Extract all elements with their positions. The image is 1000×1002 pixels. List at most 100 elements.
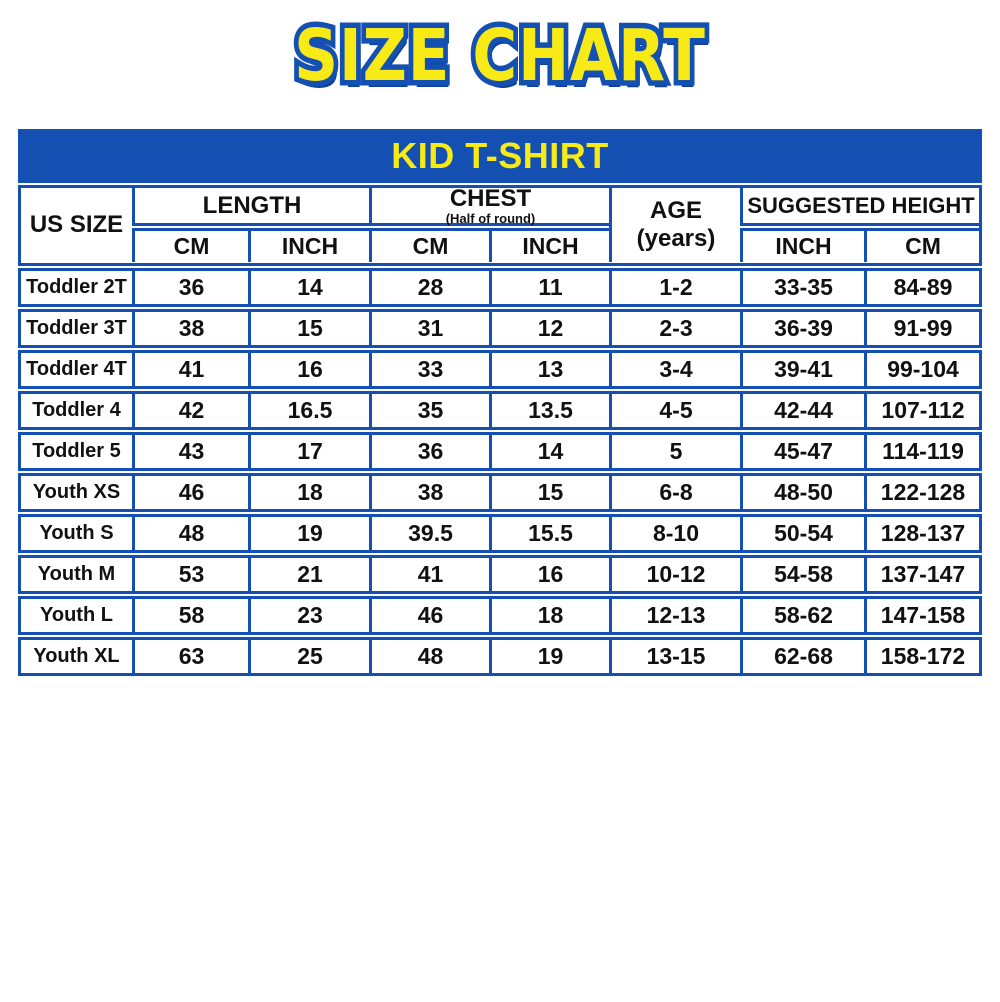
cell-chest-inch: 15.5 [489, 517, 609, 550]
cell-height-cm: 158-172 [864, 640, 979, 673]
cell-length-cm: 42 [132, 394, 248, 427]
header-length-inch: INCH [248, 228, 369, 262]
cell-us-size: Toddler 3T [26, 317, 127, 339]
cell-height-inch: 39-41 [740, 353, 864, 386]
cell-length-cm: 58 [132, 599, 248, 632]
cell-age: 5 [609, 435, 740, 468]
cell-us-size: Toddler 2T [26, 276, 127, 298]
cell-height-cm: 147-158 [864, 599, 979, 632]
cell-height-inch: 48-50 [740, 476, 864, 509]
cell-age: 1-2 [609, 271, 740, 304]
cell-age: 4-5 [609, 394, 740, 427]
cell-length-inch: 17 [248, 435, 369, 468]
cell-length-cm: 36 [132, 271, 248, 304]
size-chart-table: KID T-SHIRT US SIZE LENGTH CHEST (Half o… [18, 129, 982, 676]
table-row: Toddler 5 43 17 36 14 5 45-47 114-119 [18, 432, 982, 471]
cell-chest-cm: 28 [369, 271, 489, 304]
cell-chest-inch: 15 [489, 476, 609, 509]
cell-chest-inch: 19 [489, 640, 609, 673]
cell-length-inch: 23 [248, 599, 369, 632]
cell-chest-cm: 38 [369, 476, 489, 509]
cell-us-size: Youth S [39, 522, 114, 544]
header-age: AGE (years) [609, 188, 740, 262]
table-title-banner: KID T-SHIRT [18, 129, 982, 183]
cell-height-cm: 91-99 [864, 312, 979, 345]
header-age-unit: (years) [636, 225, 716, 252]
table-row: Toddler 4 42 16.5 35 13.5 4-5 42-44 107-… [18, 391, 982, 430]
cell-height-inch: 54-58 [740, 558, 864, 591]
cell-chest-inch: 12 [489, 312, 609, 345]
cell-length-inch: 18 [248, 476, 369, 509]
cell-length-inch: 21 [248, 558, 369, 591]
cell-height-cm: 84-89 [864, 271, 979, 304]
cell-length-inch: 16.5 [248, 394, 369, 427]
cell-height-inch: 42-44 [740, 394, 864, 427]
header-height-inch: INCH [740, 228, 864, 262]
cell-us-size: Toddler 4 [32, 399, 121, 421]
cell-height-cm: 122-128 [864, 476, 979, 509]
page-title: SIZE CHART SIZE CHART [70, 0, 930, 110]
cell-length-cm: 53 [132, 558, 248, 591]
cell-length-cm: 46 [132, 476, 248, 509]
cell-length-cm: 43 [132, 435, 248, 468]
table-header: US SIZE LENGTH CHEST (Half of round) AGE… [18, 185, 982, 266]
cell-chest-inch: 14 [489, 435, 609, 468]
cell-chest-cm: 31 [369, 312, 489, 345]
cell-length-inch: 15 [248, 312, 369, 345]
header-chest-cm: CM [369, 228, 489, 262]
page-title-outline: SIZE CHART [289, 8, 709, 102]
table-row: Youth XL 63 25 48 19 13-15 62-68 158-172 [18, 637, 982, 676]
cell-length-inch: 14 [248, 271, 369, 304]
cell-height-cm: 137-147 [864, 558, 979, 591]
header-us-size: US SIZE [29, 211, 124, 238]
cell-length-inch: 25 [248, 640, 369, 673]
cell-chest-cm: 36 [369, 435, 489, 468]
table-row: Toddler 3T 38 15 31 12 2-3 36-39 91-99 [18, 309, 982, 348]
cell-age: 12-13 [609, 599, 740, 632]
header-height-cm: CM [864, 228, 979, 262]
cell-length-inch: 19 [248, 517, 369, 550]
header-length-cm: CM [132, 228, 248, 262]
cell-height-inch: 33-35 [740, 271, 864, 304]
header-chest-label: CHEST [449, 184, 532, 212]
page-title-text: SIZE CHART [294, 13, 706, 97]
header-length: LENGTH [132, 188, 369, 226]
cell-length-cm: 41 [132, 353, 248, 386]
table-row: Toddler 2T 36 14 28 11 1-2 33-35 84-89 [18, 268, 982, 307]
cell-us-size: Youth XL [33, 645, 120, 667]
cell-chest-cm: 48 [369, 640, 489, 673]
cell-height-cm: 107-112 [864, 394, 979, 427]
cell-length-cm: 48 [132, 517, 248, 550]
cell-us-size: Toddler 4T [26, 358, 127, 380]
table-row: Youth XS 46 18 38 15 6-8 48-50 122-128 [18, 473, 982, 512]
table-row: Youth M 53 21 41 16 10-12 54-58 137-147 [18, 555, 982, 594]
cell-age: 2-3 [609, 312, 740, 345]
cell-chest-inch: 18 [489, 599, 609, 632]
cell-age: 3-4 [609, 353, 740, 386]
cell-us-size: Youth M [37, 563, 116, 585]
header-suggested-height: SUGGESTED HEIGHT [740, 188, 979, 226]
cell-length-cm: 63 [132, 640, 248, 673]
header-chest-inch: INCH [489, 228, 609, 262]
cell-chest-inch: 11 [489, 271, 609, 304]
cell-chest-inch: 13 [489, 353, 609, 386]
cell-chest-inch: 16 [489, 558, 609, 591]
cell-height-cm: 128-137 [864, 517, 979, 550]
cell-age: 10-12 [609, 558, 740, 591]
cell-us-size: Youth L [40, 604, 113, 626]
cell-height-inch: 58-62 [740, 599, 864, 632]
cell-height-inch: 45-47 [740, 435, 864, 468]
cell-height-inch: 50-54 [740, 517, 864, 550]
cell-height-inch: 62-68 [740, 640, 864, 673]
header-chest-note: (Half of round) [445, 210, 536, 226]
table-row: Toddler 4T 41 16 33 13 3-4 39-41 99-104 [18, 350, 982, 389]
cell-chest-cm: 46 [369, 599, 489, 632]
table-row: Youth L 58 23 46 18 12-13 58-62 147-158 [18, 596, 982, 635]
header-age-label: AGE [649, 197, 702, 225]
cell-height-cm: 99-104 [864, 353, 979, 386]
cell-length-inch: 16 [248, 353, 369, 386]
cell-age: 13-15 [609, 640, 740, 673]
cell-chest-inch: 13.5 [489, 394, 609, 427]
table-row: Youth S 48 19 39.5 15.5 8-10 50-54 128-1… [18, 514, 982, 553]
header-chest: CHEST (Half of round) [369, 184, 609, 226]
